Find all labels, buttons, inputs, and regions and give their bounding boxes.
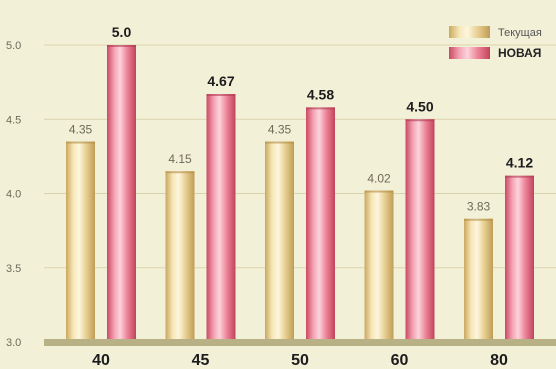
bar-cap-new — [306, 107, 335, 110]
legend-label-current: Текущая — [498, 27, 542, 39]
x-tick-label: 40 — [92, 352, 110, 369]
bar-current — [464, 218, 493, 342]
y-tick-label: 4.0 — [6, 189, 21, 201]
y-tick-label: 5.0 — [6, 40, 21, 52]
x-tick-label: 50 — [291, 352, 309, 369]
data-label-new: 4.12 — [506, 155, 533, 171]
legend-swatch-new — [449, 47, 490, 59]
bar-current — [165, 171, 195, 342]
data-label-new: 4.50 — [406, 98, 433, 114]
bar-new — [505, 175, 534, 342]
data-label-current: 3.83 — [467, 200, 491, 214]
x-axis-band — [44, 339, 556, 346]
bar-cap-new — [206, 94, 236, 97]
bar-new — [306, 107, 335, 343]
y-tick-label: 4.5 — [6, 114, 21, 126]
y-tick-label: 3.0 — [6, 337, 21, 349]
x-tick-label: 80 — [490, 352, 508, 369]
bar-cap-new — [405, 119, 435, 122]
bar-new — [206, 94, 236, 342]
data-label-new: 4.58 — [307, 86, 334, 102]
legend-label-new: НОВАЯ — [498, 46, 541, 60]
bar-cap-new — [505, 175, 534, 178]
x-tick-label: 60 — [391, 352, 409, 369]
data-label-current: 4.35 — [268, 123, 292, 137]
data-label-current: 4.02 — [367, 172, 391, 186]
legend: Текущая НОВАЯ — [449, 26, 542, 60]
x-tick-label: 45 — [192, 352, 210, 369]
bar-cap-current — [66, 141, 95, 144]
bar-new — [405, 119, 435, 342]
bar-current — [364, 190, 394, 342]
bar-current — [265, 141, 294, 342]
bar-cap-current — [364, 190, 394, 193]
bar-new — [107, 45, 136, 342]
data-label-current: 4.15 — [168, 152, 192, 166]
data-label-new: 4.67 — [207, 73, 234, 89]
legend-swatch-current — [449, 26, 490, 38]
bar-current — [66, 141, 95, 342]
bar-cap-current — [265, 141, 294, 144]
bar-cap-current — [165, 171, 195, 174]
data-label-new: 5.0 — [112, 24, 132, 40]
data-label-current: 4.35 — [69, 123, 93, 137]
bar-cap-new — [107, 45, 136, 47]
y-tick-label: 3.5 — [6, 263, 21, 275]
bar-cap-current — [464, 218, 493, 221]
